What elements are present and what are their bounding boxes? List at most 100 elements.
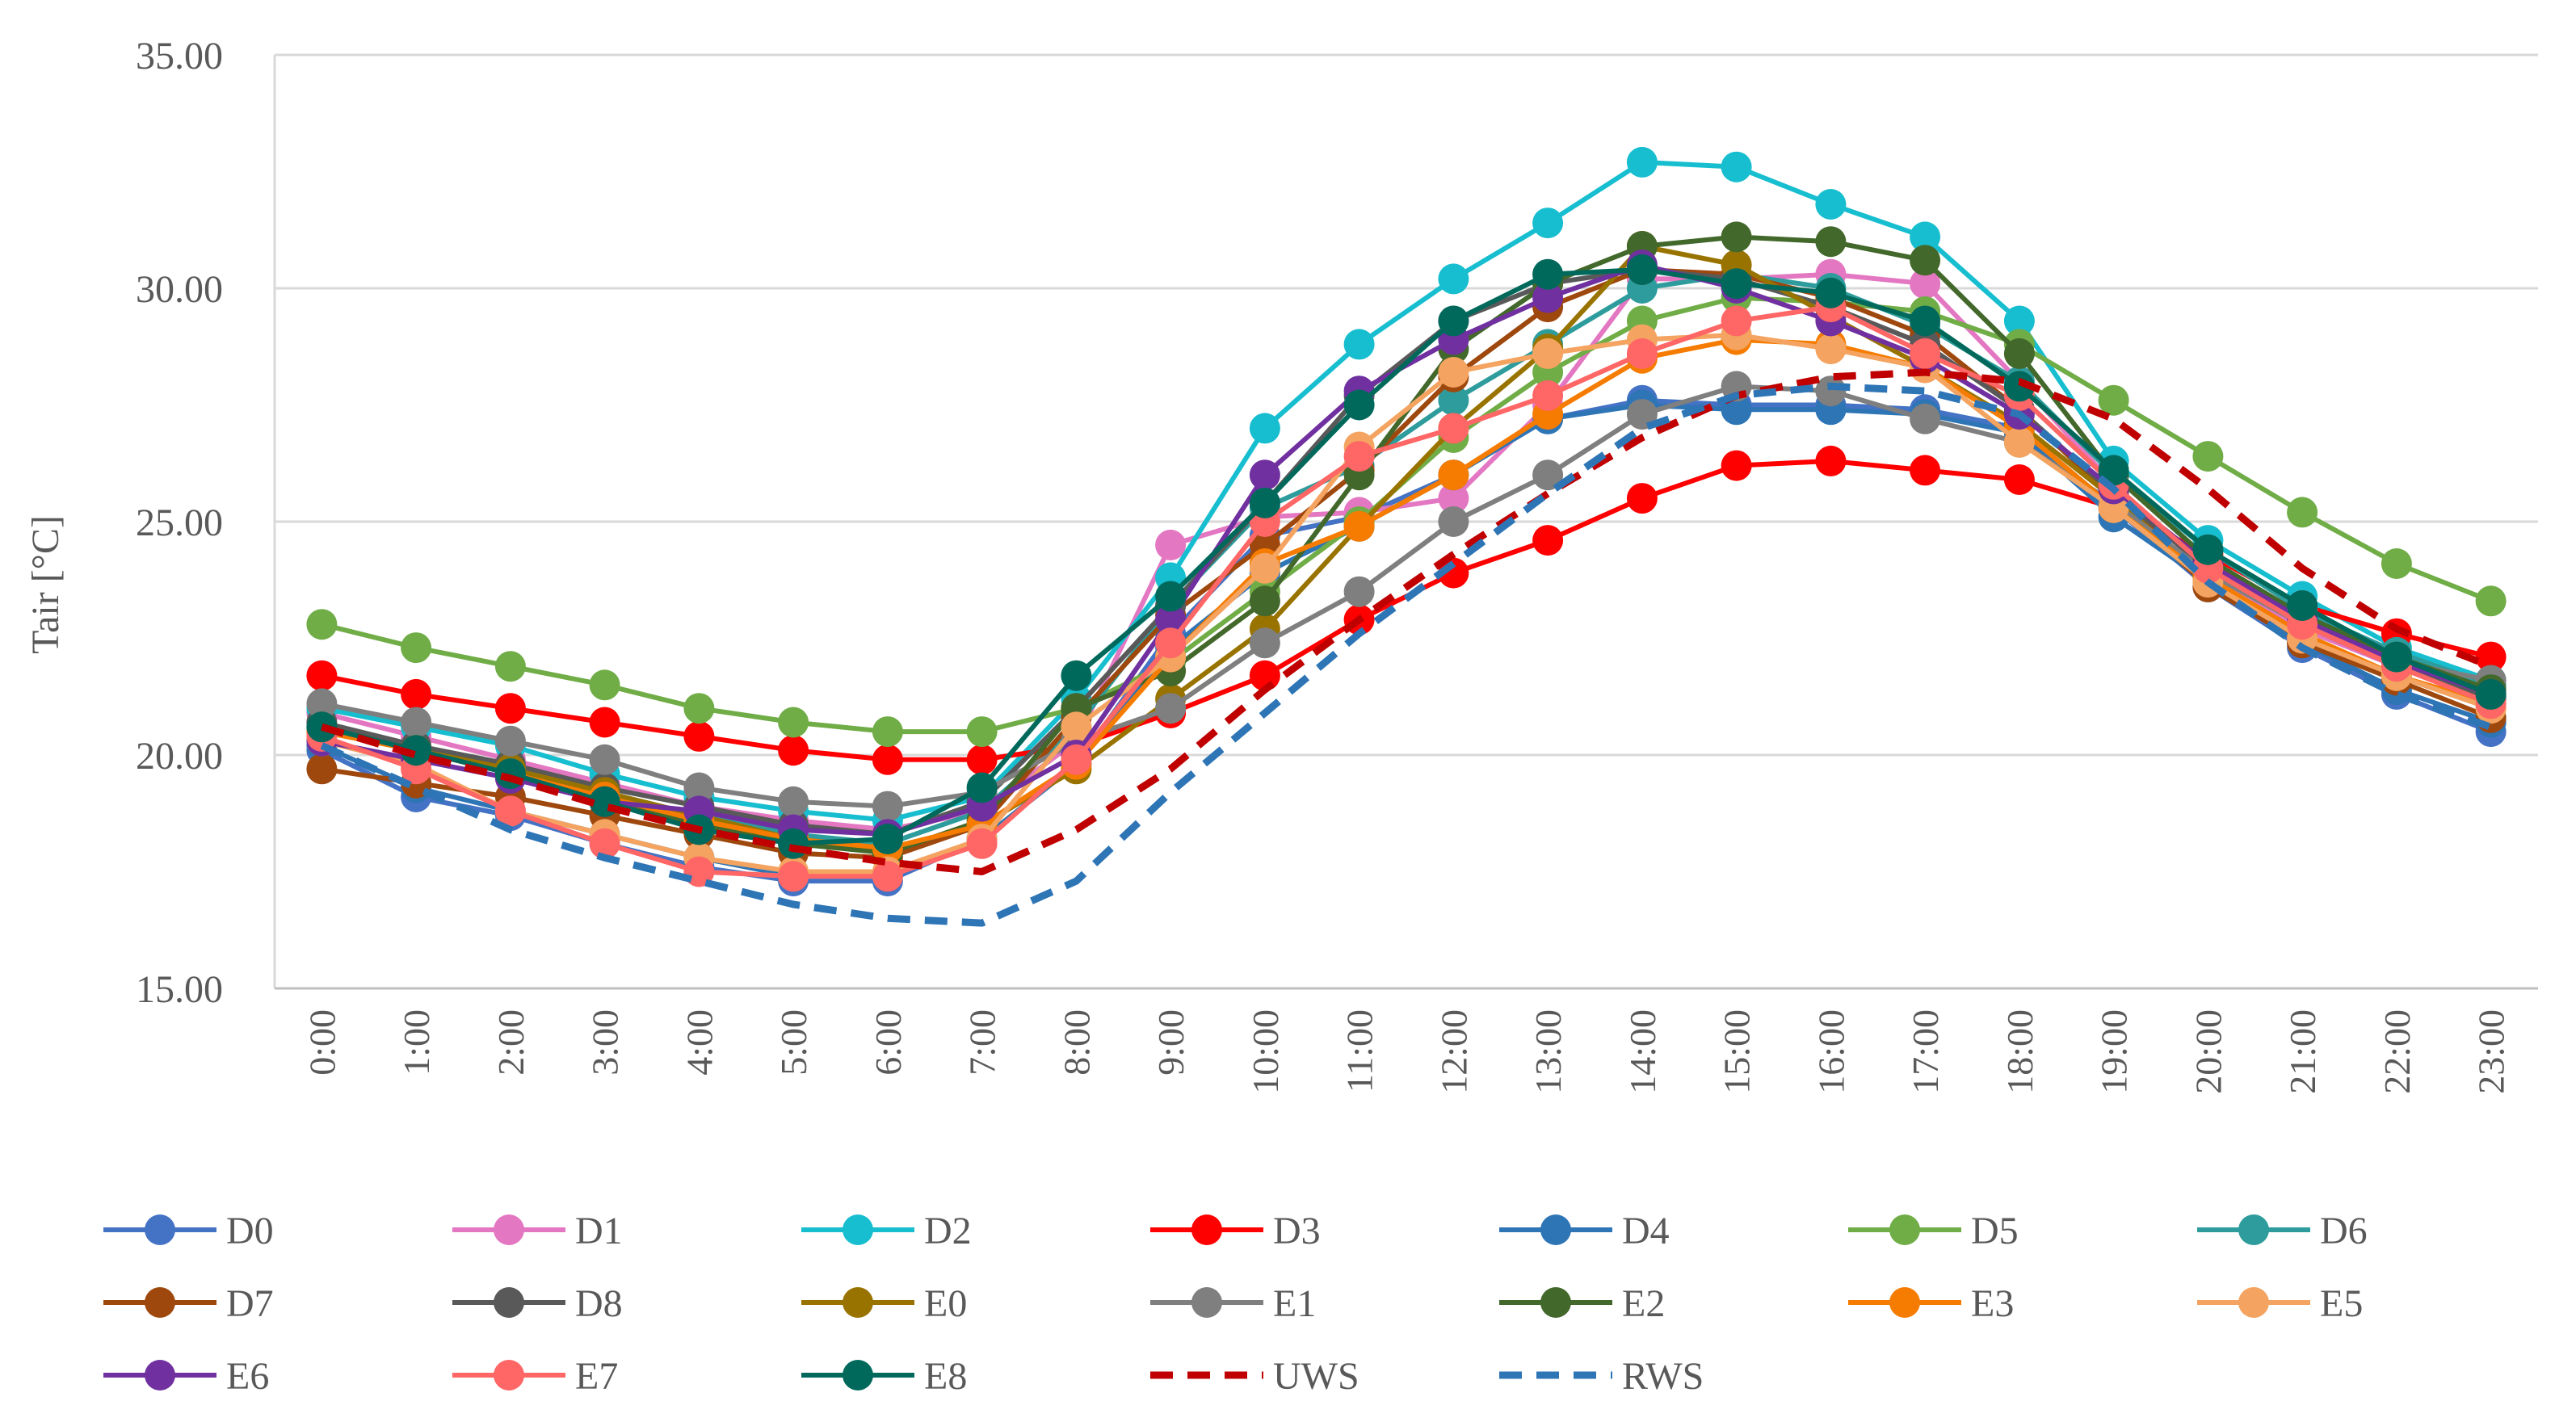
data-point bbox=[2381, 641, 2412, 673]
x-tick-label: 10:00 bbox=[1245, 1009, 1286, 1094]
data-point bbox=[2475, 641, 2507, 673]
legend-swatch-marker bbox=[145, 1287, 175, 1318]
data-point bbox=[494, 651, 526, 682]
axes: 15.00 20.00 25.00 30.00 35.00 0:00 1:00 2:00 3:0… bbox=[136, 35, 2538, 1094]
x-tick-label: 16:00 bbox=[1810, 1009, 1851, 1094]
data-point bbox=[778, 828, 809, 859]
data-point bbox=[1155, 693, 1187, 724]
data-point bbox=[494, 725, 526, 757]
data-point bbox=[778, 707, 809, 738]
data-point bbox=[1438, 506, 1469, 537]
data-point bbox=[683, 772, 715, 803]
legend-label: D4 bbox=[1622, 1210, 1670, 1252]
data-point bbox=[1815, 277, 1847, 308]
legend-label: D5 bbox=[1971, 1210, 2019, 1252]
legend-swatch-marker bbox=[494, 1360, 524, 1391]
series-line-rws bbox=[320, 382, 2493, 927]
data-point bbox=[1815, 226, 1847, 258]
data-point bbox=[1721, 305, 1752, 337]
data-point bbox=[306, 609, 338, 640]
legend-label: D3 bbox=[1273, 1210, 1321, 1252]
x-tick-label: 23:00 bbox=[2471, 1009, 2512, 1094]
x-tick-label: 17:00 bbox=[1905, 1009, 1946, 1094]
data-point bbox=[1910, 221, 1941, 253]
legend-label: E2 bbox=[1622, 1282, 1665, 1325]
x-tick-label: 19:00 bbox=[2094, 1009, 2135, 1094]
data-point bbox=[1815, 189, 1847, 220]
data-point bbox=[1910, 268, 1941, 300]
data-point bbox=[1438, 384, 1469, 416]
gridlines bbox=[275, 53, 2538, 757]
x-tick-label: 1:00 bbox=[396, 1009, 437, 1076]
data-point bbox=[1815, 445, 1847, 476]
data-point bbox=[2192, 534, 2224, 565]
data-point bbox=[683, 720, 715, 752]
legend-label: D1 bbox=[575, 1210, 623, 1252]
data-point bbox=[589, 669, 620, 701]
data-point bbox=[872, 716, 903, 748]
legend-swatch-marker bbox=[145, 1360, 175, 1391]
data-point bbox=[1343, 329, 1375, 360]
x-tick-label: 9:00 bbox=[1150, 1009, 1191, 1076]
data-point bbox=[872, 744, 903, 775]
data-point bbox=[1249, 627, 1280, 659]
legend-item-e1: E1 bbox=[1150, 1282, 1316, 1325]
legend-label: E6 bbox=[226, 1355, 269, 1397]
x-tick-label: 15:00 bbox=[1717, 1009, 1758, 1094]
data-point bbox=[778, 786, 809, 817]
data-point bbox=[872, 861, 903, 892]
data-point bbox=[1532, 459, 1564, 491]
data-point bbox=[1626, 254, 1658, 285]
data-point bbox=[401, 735, 432, 766]
legend-label: D2 bbox=[924, 1210, 972, 1252]
data-point bbox=[2475, 678, 2507, 710]
data-point bbox=[2287, 497, 2318, 528]
legend-item-e8: E8 bbox=[801, 1355, 967, 1398]
data-point bbox=[589, 828, 620, 859]
data-point bbox=[306, 660, 338, 691]
data-point bbox=[589, 744, 620, 775]
data-point bbox=[494, 795, 526, 827]
legend-label: E3 bbox=[1971, 1282, 2014, 1325]
data-point bbox=[2003, 338, 2035, 369]
data-point bbox=[966, 744, 998, 775]
legend-label: E8 bbox=[924, 1355, 967, 1397]
series-rws bbox=[320, 382, 2493, 927]
legend-swatch-marker bbox=[1191, 1214, 1222, 1245]
data-point bbox=[1249, 585, 1280, 617]
data-point bbox=[1061, 744, 1092, 775]
data-point bbox=[1343, 441, 1375, 472]
data-point bbox=[1438, 357, 1469, 388]
data-point bbox=[2475, 585, 2507, 617]
legend-item-e6: E6 bbox=[103, 1355, 269, 1398]
series-line-uws bbox=[321, 368, 2493, 875]
x-tick-label: 14:00 bbox=[1622, 1009, 1663, 1094]
data-point bbox=[1438, 305, 1469, 337]
legend-label: D7 bbox=[226, 1282, 274, 1325]
x-tick-label: 3:00 bbox=[585, 1009, 626, 1076]
legend-swatch-marker bbox=[1191, 1287, 1222, 1318]
data-point bbox=[1249, 660, 1280, 691]
legend-item-d6: D6 bbox=[2197, 1210, 2368, 1252]
data-point bbox=[1532, 525, 1564, 556]
x-tick-label: 2:00 bbox=[490, 1009, 532, 1076]
data-point bbox=[1910, 455, 1941, 486]
data-point bbox=[2381, 548, 2412, 579]
x-tick-label: 20:00 bbox=[2187, 1009, 2229, 1094]
data-point bbox=[306, 753, 338, 785]
legend-label: E5 bbox=[2320, 1282, 2363, 1325]
data-point bbox=[1626, 483, 1658, 514]
y-tick-label: 20.00 bbox=[136, 735, 223, 778]
x-tick-label: 22:00 bbox=[2376, 1009, 2418, 1094]
legend-swatch-marker bbox=[843, 1287, 873, 1318]
data-point bbox=[1626, 338, 1658, 369]
legend-item-uws: UWS bbox=[1150, 1355, 1359, 1398]
legend-item-e3: E3 bbox=[1848, 1282, 2014, 1325]
x-tick-label: 5:00 bbox=[773, 1009, 814, 1076]
legend-swatch-marker bbox=[494, 1214, 524, 1245]
x-tick-label: 21:00 bbox=[2282, 1009, 2323, 1094]
data-point bbox=[1721, 450, 1752, 481]
legend-label: E7 bbox=[575, 1355, 618, 1397]
